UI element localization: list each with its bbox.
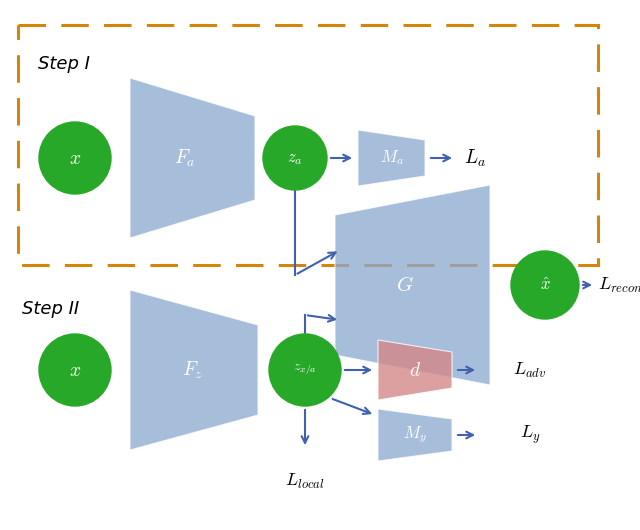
Polygon shape [378, 340, 452, 400]
Text: $x$: $x$ [69, 148, 81, 167]
Text: $x$: $x$ [69, 360, 81, 379]
Text: $L_{recon}$: $L_{recon}$ [598, 276, 640, 295]
Circle shape [39, 334, 111, 406]
Text: $\hat{x}$: $\hat{x}$ [540, 276, 550, 294]
Text: $L_y$: $L_y$ [520, 424, 540, 446]
Text: $G$: $G$ [396, 275, 414, 295]
Text: $L_{adv}$: $L_{adv}$ [513, 360, 547, 379]
Polygon shape [358, 130, 425, 186]
Text: $d$: $d$ [409, 360, 421, 379]
Text: $L_{local}$: $L_{local}$ [285, 472, 325, 491]
Text: $F_a$: $F_a$ [174, 147, 196, 169]
Text: Step II: Step II [22, 300, 79, 318]
Circle shape [511, 251, 579, 319]
Text: $F_z$: $F_z$ [182, 359, 202, 381]
Circle shape [269, 334, 341, 406]
Text: $z_a$: $z_a$ [287, 149, 303, 167]
Text: $M_a$: $M_a$ [380, 148, 404, 167]
Polygon shape [335, 185, 490, 385]
Circle shape [39, 122, 111, 194]
Text: $z_{x/a}$: $z_{x/a}$ [293, 363, 317, 377]
Text: $L_a$: $L_a$ [464, 147, 486, 169]
Text: Step I: Step I [38, 55, 90, 73]
Circle shape [263, 126, 327, 190]
Text: $M_y$: $M_y$ [403, 425, 427, 445]
Polygon shape [130, 290, 258, 450]
Polygon shape [130, 78, 255, 238]
Polygon shape [378, 409, 452, 461]
